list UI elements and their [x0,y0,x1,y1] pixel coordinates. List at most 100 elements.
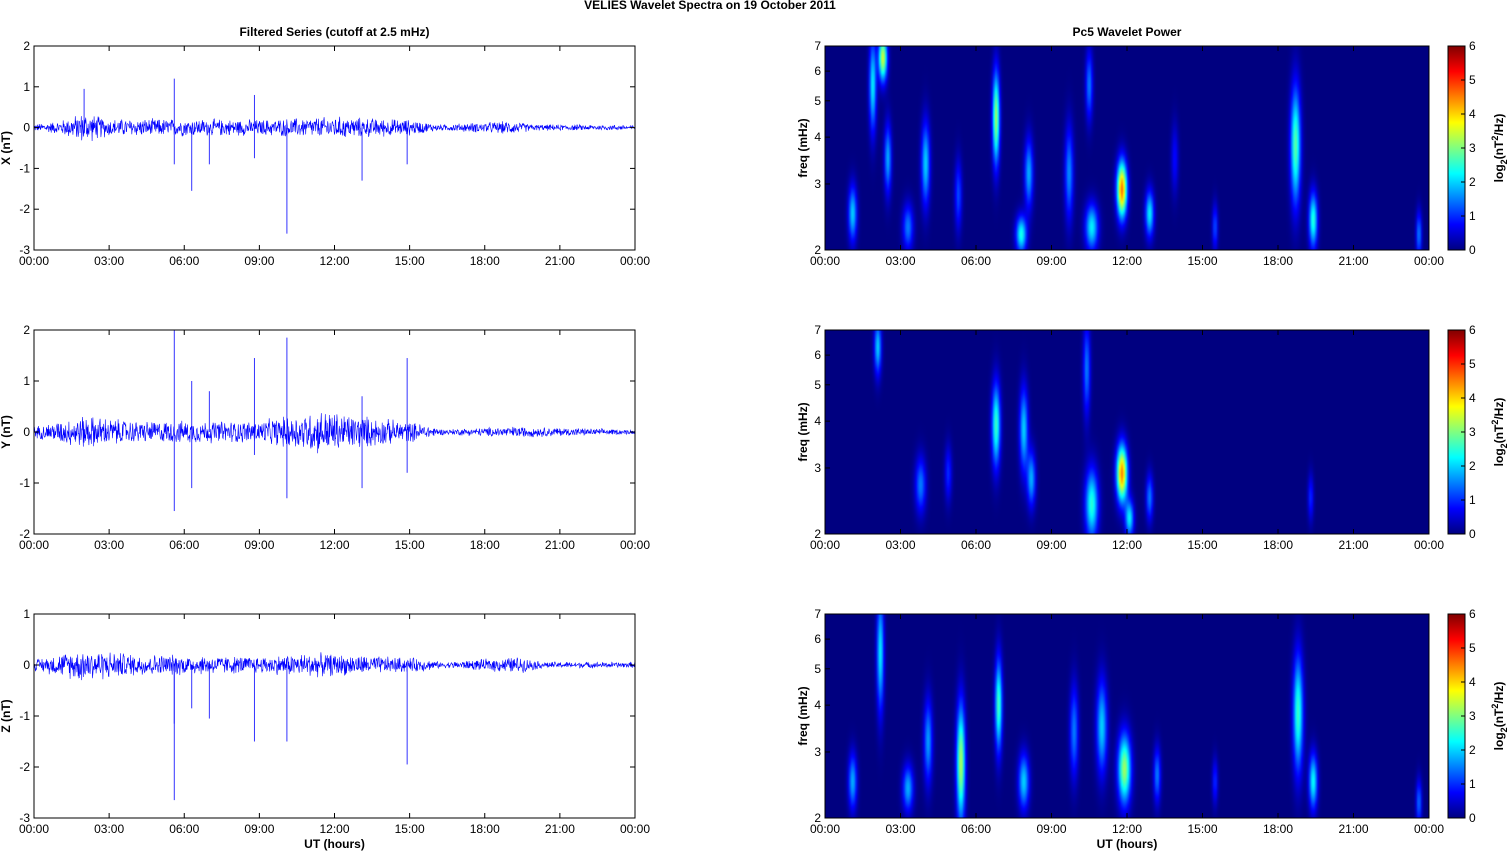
x-tick-label: 00:00 [1414,538,1444,552]
y-tick-label: 0 [23,121,30,135]
colorbar-label-part: 2 [1490,136,1500,141]
colorbar-tick-label: 4 [1469,107,1476,121]
y-tick-label: 3 [814,745,821,759]
x-tick-label: 03:00 [94,254,124,268]
colorbar-tick-label: 2 [1469,743,1476,757]
y-tick-label: 2 [814,527,821,541]
colorbar-label: log2(nT2/Hz) [1490,682,1509,751]
x-tick-label: 00:00 [810,538,840,552]
wavelet-power-map [825,614,1429,818]
y-tick-label: 7 [814,39,821,53]
y-tick-label: 5 [814,94,821,108]
panel-title: Filtered Series (cutoff at 2.5 mHz) [239,25,429,39]
y-tick-label: 2 [814,243,821,257]
x-tick-label: 15:00 [395,822,425,836]
x-tick-label: 09:00 [244,254,274,268]
x-tick-label: 21:00 [545,822,575,836]
data-series [33,652,636,681]
x-tick-label: 09:00 [1036,822,1066,836]
colorbar-label-part: 2 [1499,727,1509,732]
colorbar-tick-label: 2 [1469,175,1476,189]
y-tick-label: 3 [814,177,821,191]
y-tick-label: 2 [23,39,30,53]
y-tick-label: 0 [23,658,30,672]
y-tick-label: -1 [19,476,30,490]
x-tick-label: 12:00 [319,822,349,836]
x-tick-label: 00:00 [810,822,840,836]
x-tick-label: 06:00 [961,822,991,836]
colorbar-tick-label: 4 [1469,391,1476,405]
colorbar-tick-label: 6 [1469,323,1476,337]
colorbar-tick-label: 5 [1469,357,1476,371]
colorbar-label-part: log [1492,732,1506,750]
colorbar-label-part: /Hz) [1492,398,1506,420]
x-tick-label: 15:00 [395,254,425,268]
colorbar-label-part: 2 [1490,420,1500,425]
plot-area [34,46,635,250]
panel-filtered-z: 10-1-2-300:00 03:00 06:00 09:00 12:00 15:00 18… [0,607,650,851]
y-tick-label: 1 [23,80,30,94]
colorbar-tick-label: 2 [1469,459,1476,473]
colorbar-tick-label: 6 [1469,607,1476,621]
x-tick-label: 18:00 [470,822,500,836]
data-series [33,413,636,454]
colorbar-label-part: log [1492,448,1506,466]
data-series [33,116,636,142]
y-axis-label: Z (nT) [0,699,13,732]
y-tick-label: 6 [814,348,821,362]
colorbar-tick-label: 5 [1469,641,1476,655]
x-tick-label: 03:00 [94,822,124,836]
colorbar-tick-label: 5 [1469,73,1476,87]
x-tick-label: 00:00 [19,254,49,268]
x-tick-label: 03:00 [885,254,915,268]
colorbar-label-part: (nT [1492,140,1506,159]
y-tick-label: 5 [814,662,821,676]
x-tick-label: 18:00 [470,254,500,268]
panel-filtered-y: 210-1-200:00 03:00 06:00 09:00 12:00 15:00 18:… [0,323,650,552]
y-tick-label: 5 [814,378,821,392]
colorbar-tick-label: 4 [1469,675,1476,689]
wavelet-power-map [825,46,1429,250]
x-axis-label: UT (hours) [304,837,365,851]
x-tick-label: 00:00 [19,822,49,836]
x-tick-label: 15:00 [1187,822,1217,836]
y-tick-label: 2 [23,323,30,337]
x-tick-label: 21:00 [1338,538,1368,552]
x-tick-label: 21:00 [545,538,575,552]
colorbar-label-part: (nT [1492,424,1506,443]
x-tick-label: 18:00 [1263,822,1293,836]
y-axis-label: freq (mHz) [796,686,810,745]
colorbar-label: log2(nT2/Hz) [1490,398,1509,467]
colorbar-label: log2(nT2/Hz) [1490,114,1509,183]
x-tick-label: 00:00 [1414,822,1444,836]
x-tick-label: 00:00 [810,254,840,268]
x-tick-label: 00:00 [19,538,49,552]
y-tick-label: -3 [19,811,30,825]
x-tick-label: 12:00 [1112,538,1142,552]
y-tick-label: -1 [19,161,30,175]
x-axis-label: UT (hours) [1097,837,1158,851]
x-tick-label: 18:00 [1263,254,1293,268]
colorbar-tick-label: 0 [1469,811,1476,825]
colorbar-tick-label: 3 [1469,141,1476,155]
colorbar-label-part: 2 [1490,704,1500,709]
x-tick-label: 03:00 [885,538,915,552]
y-tick-label: 1 [23,374,30,388]
colorbar-label-part: log [1492,164,1506,182]
x-tick-label: 12:00 [319,538,349,552]
colorbar-label-part: /Hz) [1492,114,1506,136]
y-tick-label: -3 [19,243,30,257]
y-tick-label: 3 [814,461,821,475]
colorbar-tick-label: 6 [1469,39,1476,53]
y-tick-label: 6 [814,632,821,646]
y-tick-label: 4 [814,414,821,428]
x-tick-label: 00:00 [620,538,650,552]
y-axis-label: Y (nT) [0,415,13,449]
x-tick-label: 21:00 [545,254,575,268]
panel-filtered-x: 210-1-2-300:00 03:00 06:00 09:00 12:00 15:00 1… [0,25,650,268]
colorbar-label-part: (nT [1492,708,1506,727]
